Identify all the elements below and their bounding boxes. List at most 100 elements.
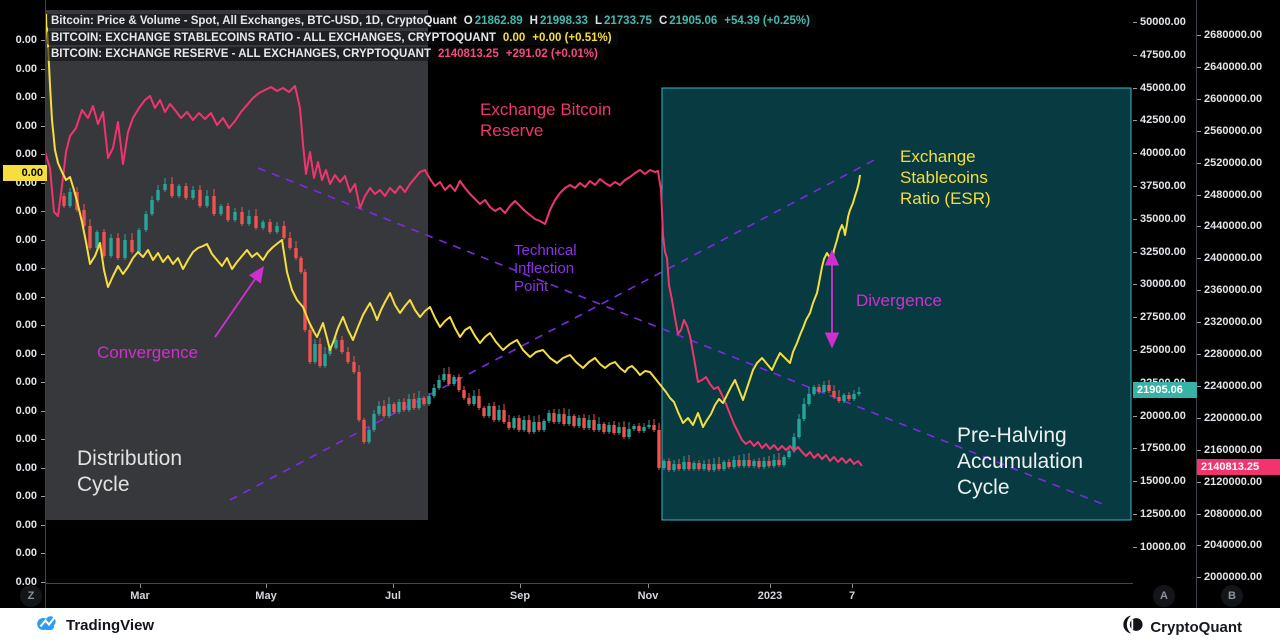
axis-tick <box>1197 35 1201 36</box>
axis-tick-label: 0.00 <box>15 347 37 360</box>
axis-tick <box>41 40 45 41</box>
axis-tick <box>41 182 45 184</box>
trendline-descending-resistance <box>257 167 1106 506</box>
axis-tick <box>41 410 45 412</box>
axis-tick <box>41 68 45 70</box>
price-axis-badge: 21905.06 <box>1133 382 1200 398</box>
time-label: Sep <box>509 590 531 602</box>
axis-tick-label: 2440000.00 <box>1204 220 1263 233</box>
axis-tick <box>41 496 45 497</box>
axis-tick-label: 2480000.00 <box>1204 188 1263 201</box>
axis-tick <box>1197 481 1201 483</box>
axis-tick <box>1197 194 1201 196</box>
time-tick <box>852 584 853 588</box>
time-axis[interactable]: Mar May Jul Sep Nov 2023 7 <box>0 583 1280 609</box>
axis-tick-label: 42500.00 <box>1140 114 1186 127</box>
axis-tick-label: 0.00 <box>15 404 37 417</box>
axis-tick-label: 12500.00 <box>1140 508 1186 520</box>
tradingview-logo[interactable]: TradingView <box>36 614 154 636</box>
legend-row-stablecoins-ratio[interactable]: BITCOIN: EXCHANGE STABLECOINS RATIO - AL… <box>47 31 618 45</box>
esr-axis[interactable]: 0.00 0.00 0.00 0.00 0.00 0.00 0.00 0.00 0.00 0.0… <box>0 0 47 608</box>
axis-tick-label: 17500.00 <box>1140 442 1186 455</box>
ohlc-low: L 21733.75 <box>594 15 652 27</box>
cryptoquant-icon <box>1123 614 1144 640</box>
axis-tick <box>1133 514 1137 515</box>
time-label: Nov <box>637 590 659 602</box>
axis-tick-label: 40000.00 <box>1140 147 1186 160</box>
reserve-axis[interactable]: 2140813.25 2680000.00 2640000.00 2600000.0… <box>1197 0 1280 608</box>
price-scale-mode-button[interactable]: A <box>1153 585 1175 607</box>
axis-tick-label: 2680000.00 <box>1204 29 1263 41</box>
time-tick <box>648 584 649 588</box>
axis-tick-label: 0.00 <box>15 490 37 502</box>
axis-tick-label: 2080000.00 <box>1204 507 1263 520</box>
ohlc-close: C 21905.06 <box>658 15 718 27</box>
axis-tick <box>1197 354 1201 355</box>
axis-tick-label: 2560000.00 <box>1204 124 1263 137</box>
legend-row-exchange-reserve[interactable]: BITCOIN: EXCHANGE RESERVE - ALL EXCHANGE… <box>47 47 604 61</box>
axis-tick-label: 2040000.00 <box>1204 539 1263 552</box>
axis-tick <box>1133 481 1137 483</box>
price-axis[interactable]: 21905.06 50000.00 47500.00 45000.00 42500.0… <box>1133 0 1200 608</box>
time-label: Mar <box>130 590 150 602</box>
footer-bar: TradingView CryptoQuant <box>0 608 1280 641</box>
trendline-ascending-support <box>229 157 879 501</box>
axis-tick <box>1133 350 1137 351</box>
axis-tick <box>41 239 45 241</box>
axis-tick-label: 27500.00 <box>1140 311 1186 324</box>
reserve-axis-badge: 2140813.25 <box>1197 459 1280 475</box>
region-pre-halving-accumulation-cycle <box>661 87 1132 521</box>
axis-tick-label: 0.00 <box>15 461 37 474</box>
chart-canvas[interactable] <box>0 0 1133 583</box>
axis-tick <box>1197 98 1201 100</box>
axis-tick <box>1133 218 1137 220</box>
axis-tick-label: 35000.00 <box>1140 212 1186 225</box>
ohlc-open: O 21862.89 <box>463 15 523 27</box>
axis-tick-label: 0.00 <box>15 233 37 246</box>
esr-axis-badge: 0.00 <box>3 165 47 181</box>
esr-change: +0.00 (+0.51%) <box>532 32 612 44</box>
axis-tick-label: 0.00 <box>15 290 37 303</box>
axis-tick <box>1133 22 1137 23</box>
legend-title-esr: BITCOIN: EXCHANGE STABLECOINS RATIO - AL… <box>51 32 496 44</box>
axis-tick <box>41 325 45 326</box>
legend-row-price[interactable]: Bitcoin: Price & Volume - Spot, All Exch… <box>47 14 816 28</box>
axis-tick <box>41 353 45 355</box>
axis-tick-label: 0.00 <box>15 376 37 388</box>
reserve-change: +291.02 (+0.01%) <box>505 48 598 60</box>
axis-tick <box>1197 258 1201 260</box>
axis-tick-label: 0.00 <box>15 319 37 331</box>
time-tick <box>520 584 521 588</box>
axis-tick <box>41 553 45 554</box>
tradingview-wordmark: TradingView <box>66 616 155 634</box>
axis-tick-label: 32500.00 <box>1140 245 1186 258</box>
axis-tick-label: 10000.00 <box>1140 540 1186 553</box>
reserve-scale-mode-button[interactable]: B <box>1221 585 1243 607</box>
axis-tick <box>1197 545 1201 547</box>
esr-value: 0.00 <box>502 32 526 44</box>
axis-tick <box>1197 577 1201 579</box>
axis-tick <box>1197 66 1201 68</box>
axis-tick-label: 0.00 <box>15 547 37 559</box>
axis-tick-label: 0.00 <box>15 262 37 274</box>
esr-scale-mode-button[interactable]: Z <box>20 585 42 607</box>
axis-tick-label: 2520000.00 <box>1204 156 1263 169</box>
axis-tick <box>1197 449 1201 451</box>
axis-tick <box>41 382 45 383</box>
axis-tick-label: 47500.00 <box>1140 48 1186 61</box>
axis-tick-label: 2280000.00 <box>1204 348 1263 360</box>
axis-tick <box>1133 284 1137 286</box>
axis-tick <box>1197 322 1201 324</box>
ohlc-high: H 21998.33 <box>529 15 588 27</box>
axis-tick-label: 37500.00 <box>1140 180 1186 192</box>
axis-tick-label: 2400000.00 <box>1204 252 1263 265</box>
axis-tick <box>1133 153 1137 155</box>
axis-tick <box>1197 385 1201 387</box>
axis-tick-label: 2240000.00 <box>1204 379 1263 392</box>
time-label: 7 <box>848 590 856 602</box>
axis-tick-label: 30000.00 <box>1140 278 1186 291</box>
time-label: May <box>255 590 277 602</box>
axis-tick-label: 0.00 <box>15 575 37 588</box>
axis-tick-label: 2200000.00 <box>1204 411 1263 424</box>
time-label: Jul <box>385 590 401 602</box>
